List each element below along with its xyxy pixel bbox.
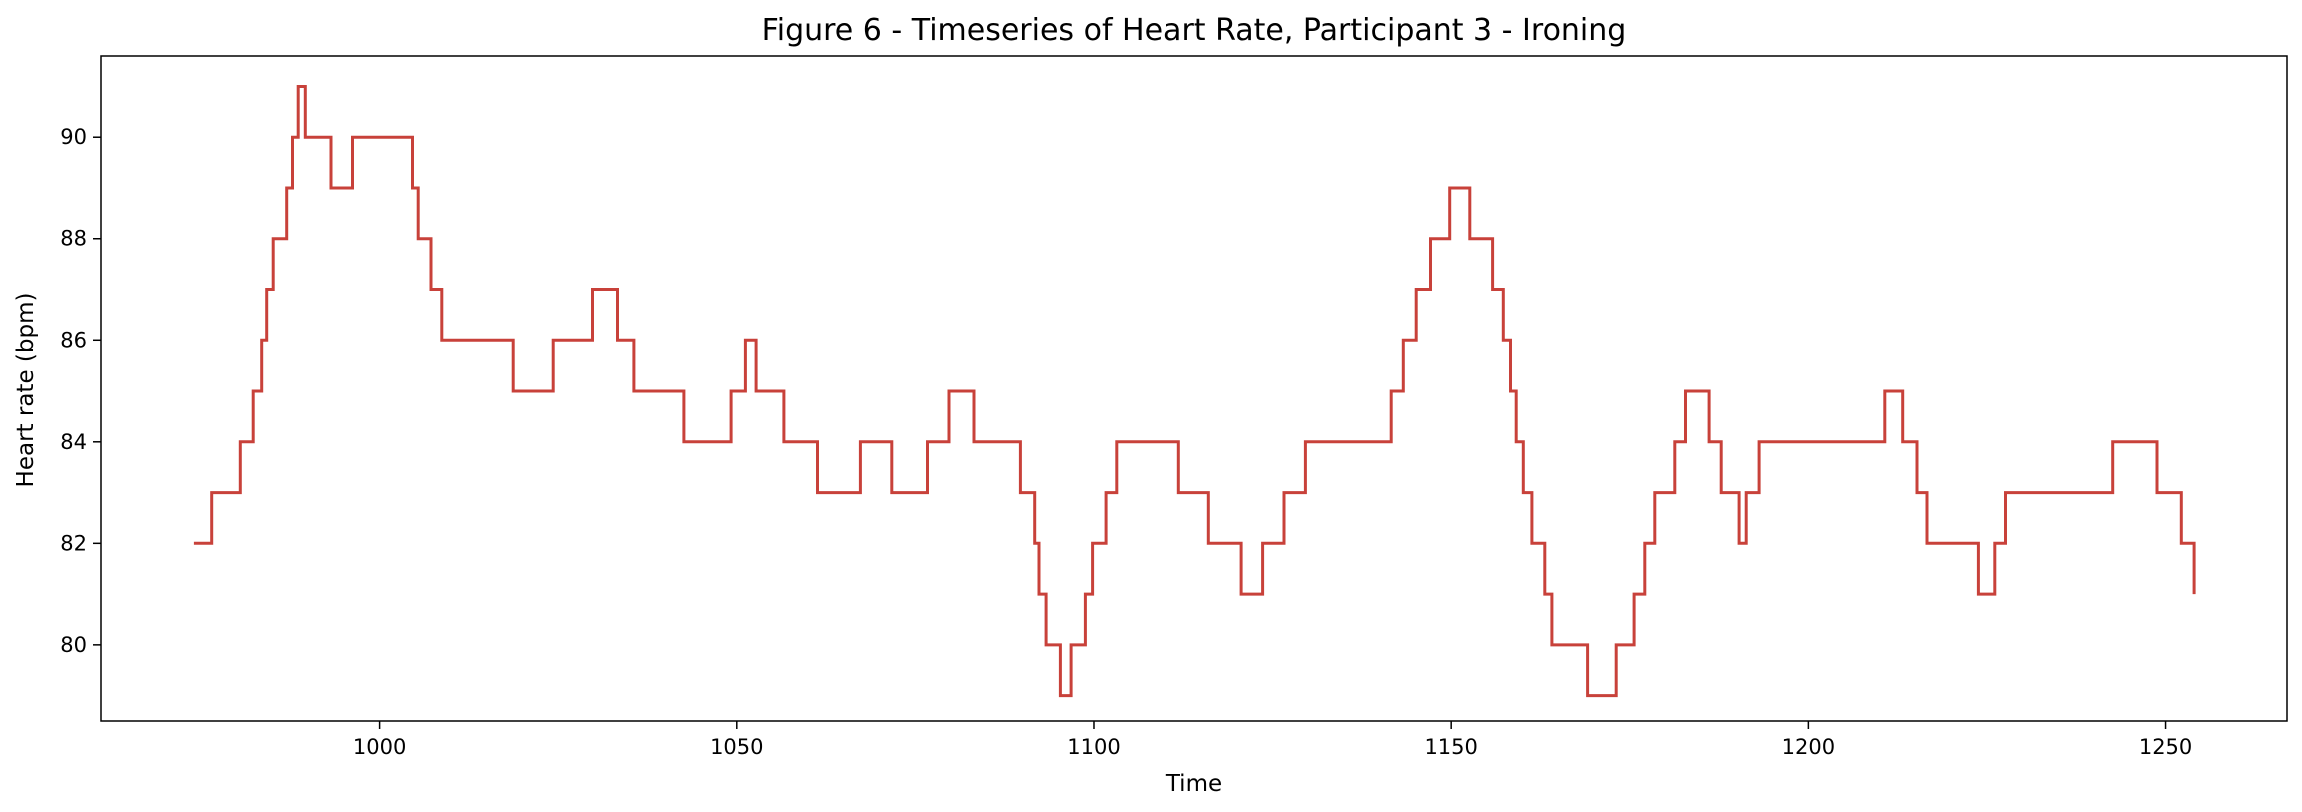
- heart-rate-series-line: [193, 85, 2196, 698]
- y-tick-label: 88: [60, 227, 87, 251]
- x-tick-label: 1050: [710, 735, 763, 759]
- y-axis-ticks: 80 82 84 86 88 90: [60, 125, 101, 657]
- y-tick-label: 82: [60, 531, 87, 555]
- plot-background: [101, 56, 2287, 721]
- x-axis-ticks: 1000 1050 1100 1150 1200 1250: [353, 721, 2192, 759]
- x-tick-label: 1000: [353, 735, 406, 759]
- y-axis-label: Heart rate (bpm): [13, 293, 39, 488]
- chart-title: Figure 6 - Timeseries of Heart Rate, Par…: [762, 13, 1627, 48]
- plot-frame: [100, 55, 2288, 722]
- y-tick-label: 90: [60, 125, 87, 149]
- y-tick-label: 80: [60, 633, 87, 657]
- x-tick-label: 1150: [1424, 735, 1477, 759]
- x-tick-label: 1250: [2139, 735, 2192, 759]
- x-tick-label: 1100: [1067, 735, 1120, 759]
- x-tick-label: 1200: [1782, 735, 1835, 759]
- x-axis-label: Time: [1165, 771, 1222, 797]
- y-tick-label: 86: [60, 328, 87, 352]
- y-tick-label: 84: [60, 430, 87, 454]
